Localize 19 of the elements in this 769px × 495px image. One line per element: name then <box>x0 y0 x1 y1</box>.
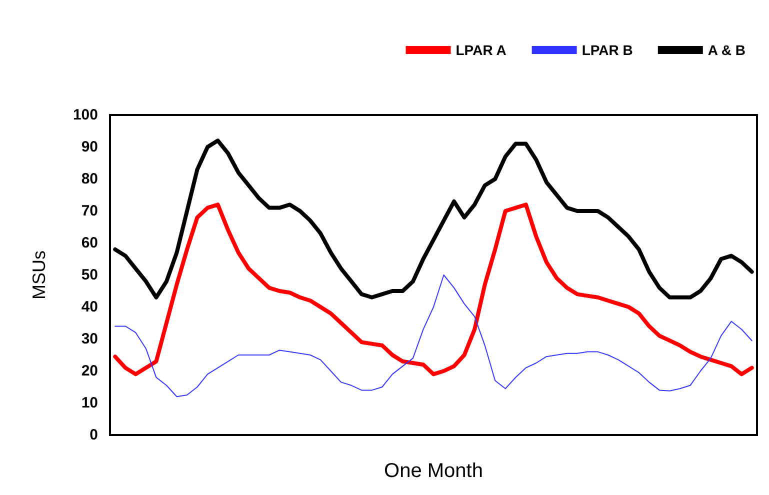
legend-label: A & B <box>708 42 746 58</box>
line-series <box>114 274 752 398</box>
line-series <box>113 202 754 376</box>
legend-label: LPAR B <box>582 42 633 58</box>
y-tick-label: 100 <box>72 106 98 124</box>
y-tick-label: 70 <box>81 202 98 220</box>
y-tick-label: 80 <box>81 170 98 188</box>
legend-label: LPAR A <box>456 42 506 58</box>
x-axis-title: One Month <box>384 460 483 482</box>
line-series <box>113 138 754 300</box>
y-tick-label: 30 <box>81 330 98 348</box>
y-tick-label: 40 <box>81 298 98 316</box>
y-tick-label: 60 <box>81 234 98 252</box>
y-tick-label: 10 <box>81 394 98 412</box>
y-tick-label: 90 <box>81 138 98 156</box>
y-tick-label: 20 <box>81 362 98 380</box>
y-tick-label: 50 <box>81 266 98 284</box>
y-tick-label: 0 <box>90 426 98 444</box>
y-axis-title: MSUs <box>29 250 49 300</box>
